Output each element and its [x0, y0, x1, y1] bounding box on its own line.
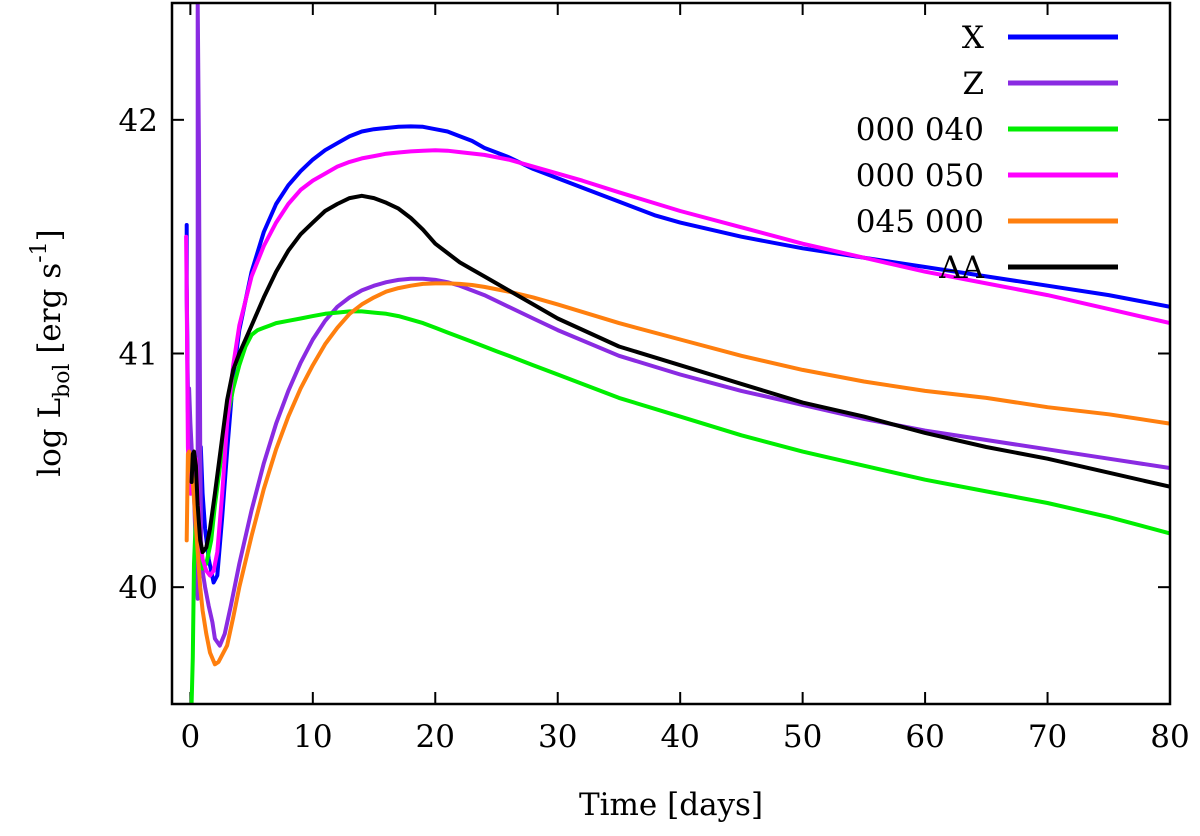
x-tick-label: 80	[1150, 719, 1189, 755]
series-lines	[184, 3, 1170, 704]
y-tick-label: 41	[119, 337, 158, 373]
x-tick-label: 40	[660, 719, 699, 755]
x-tick-label: 30	[538, 719, 577, 755]
x-tick-label: 0	[181, 719, 201, 755]
y-tick-label: 40	[119, 570, 158, 606]
y-tick-label: 42	[119, 103, 158, 139]
legend-label: 000 040	[856, 112, 984, 148]
legend-label: 000 050	[856, 158, 984, 194]
legend-label: 045 000	[856, 204, 984, 240]
x-tick-label: 70	[1028, 719, 1067, 755]
legend: XZ 000 040 000 050 045 000 AA	[856, 20, 1118, 286]
series-line-5	[189, 193, 1170, 555]
legend-label: Z	[962, 66, 984, 102]
x-tick-label: 10	[293, 719, 332, 755]
x-axis-label: Time [days]	[579, 787, 763, 823]
series-line-0	[184, 124, 1170, 585]
series-line-2	[189, 309, 1170, 704]
legend-label: AA	[938, 250, 984, 286]
series-line-1	[184, 3, 1170, 648]
x-tick-label: 50	[783, 719, 822, 755]
plot-frame	[170, 1, 1172, 706]
legend-label: X	[962, 20, 984, 56]
y-axis-label: log Lbol [erg s-1]	[27, 229, 75, 477]
x-tick-label: 60	[905, 719, 944, 755]
x-tick-label: 20	[416, 719, 455, 755]
axis-ticks: 0 10 20 30 40 50 60 70 80 40 41 42	[119, 3, 1190, 755]
series-line-4	[184, 281, 1170, 667]
